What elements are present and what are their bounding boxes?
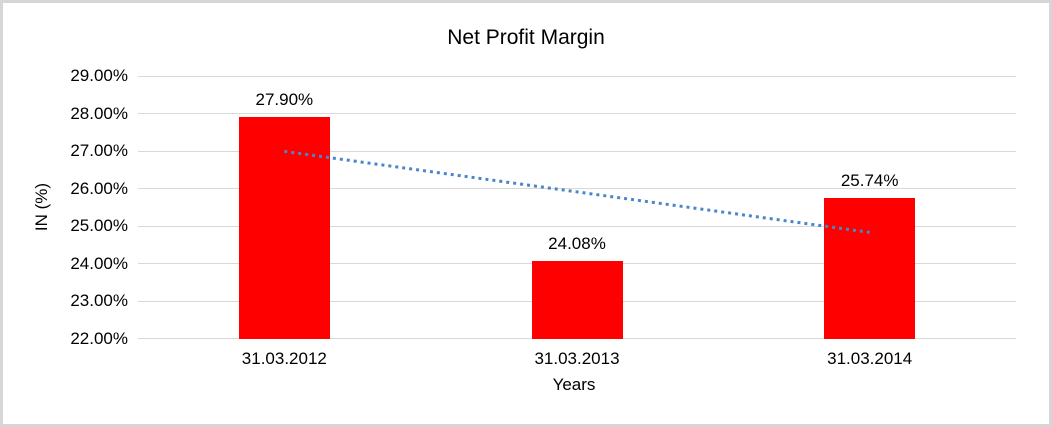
x-tick-label: 31.03.2013 (534, 349, 620, 368)
data-label: 24.08% (548, 233, 606, 253)
gridline (138, 338, 1016, 339)
data-label: 27.90% (255, 90, 314, 110)
bar-31.03.2012 (238, 117, 330, 339)
x-tick-label: 31.03.2014 (827, 349, 913, 368)
y-tick-label: 28.00% (70, 103, 128, 123)
y-tick-label: 24.00% (70, 253, 128, 273)
bar-31.03.2014 (824, 198, 916, 339)
chart-title: Net Profit Margin (447, 26, 605, 49)
y-tick-label: 23.00% (70, 291, 128, 310)
data-label: 25.74% (840, 171, 899, 191)
y-tick-label: 29.00% (70, 66, 128, 85)
x-tick-label: 31.03.2012 (241, 349, 327, 368)
bar-31.03.2013 (531, 260, 623, 339)
gridline (138, 75, 1016, 77)
x-axis-title: Years (552, 375, 596, 394)
y-tick-label: 22.00% (70, 328, 128, 348)
gridline (138, 113, 1016, 114)
y-tick-label: 27.00% (70, 141, 128, 160)
y-tick-label: 25.00% (70, 216, 128, 235)
y-tick-label: 26.00% (70, 178, 128, 198)
